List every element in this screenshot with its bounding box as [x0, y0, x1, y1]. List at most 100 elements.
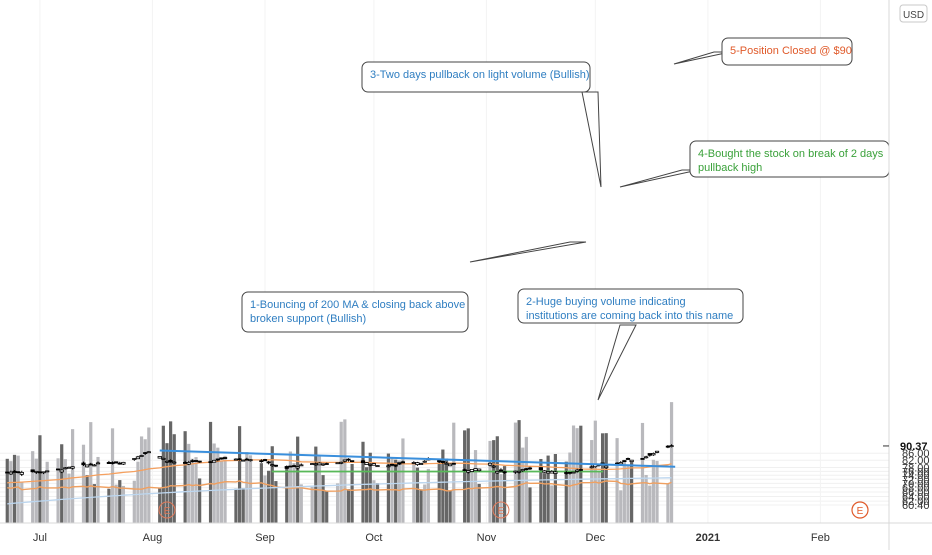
volume-bar [5, 458, 9, 523]
candle-body [360, 460, 366, 463]
volume-bar [375, 483, 380, 523]
candle-body [516, 470, 522, 473]
candle-body [538, 467, 543, 471]
last-price-label: 90.37 [900, 441, 928, 453]
x-tick-label: Feb [811, 532, 830, 544]
candle-body [117, 462, 122, 465]
y-tick-label: 78.00 [902, 463, 930, 475]
volume-bar [437, 460, 441, 523]
candle-body [339, 461, 344, 464]
candle-body [106, 461, 111, 464]
price-candles [5, 444, 674, 477]
candle-body [604, 465, 609, 469]
volume-bar [361, 441, 365, 523]
volume-bar [546, 455, 550, 523]
volume-bar [473, 450, 478, 523]
volume-bar [56, 458, 60, 523]
volume-bar [292, 463, 296, 523]
candle-body [197, 460, 202, 463]
volume-bar [16, 455, 20, 523]
support-zone [271, 470, 604, 473]
volume-bar [143, 439, 147, 523]
candle-body [5, 471, 10, 474]
volume-bar [452, 422, 456, 523]
volume-bar [89, 422, 93, 523]
candle-body [513, 470, 518, 473]
volume-ma-line [7, 480, 672, 492]
volume-bar [198, 478, 202, 523]
candle-body [571, 471, 576, 474]
candle-body [320, 463, 326, 466]
candle-body [168, 459, 173, 463]
volume-bar [368, 452, 372, 523]
volume-bar [259, 463, 263, 523]
candle-body [466, 470, 471, 473]
callout-pointer [581, 91, 602, 188]
candle-body [622, 460, 627, 463]
volume-bar [597, 470, 601, 523]
volume-bar [60, 444, 64, 523]
candle-body [589, 466, 594, 469]
volume-bar [571, 425, 576, 523]
volume-bar [386, 453, 391, 523]
volume-bar [169, 421, 173, 523]
candle-body [295, 466, 300, 469]
earnings-marker [492, 501, 510, 519]
volume-bar [626, 465, 630, 523]
y-tick-label: 76.00 [902, 466, 930, 478]
volume-bar [314, 446, 318, 523]
candle-body [415, 462, 420, 466]
volume-bar [274, 481, 278, 523]
candle-body [575, 469, 580, 472]
candle-body [12, 470, 17, 473]
volume-bar [285, 466, 289, 523]
candle-body [375, 465, 380, 467]
candle-body [542, 470, 547, 473]
annotations: 1-Bouncing of 200 MA & closing back abov… [241, 37, 890, 401]
volume-bar [648, 485, 652, 523]
candle-body [546, 471, 551, 474]
volume-bar [539, 458, 543, 523]
candle-body [208, 461, 213, 464]
earnings-marker [158, 501, 176, 519]
candle-body [498, 469, 504, 472]
candle-body [397, 462, 402, 465]
candle-body [215, 458, 220, 461]
volume-bar [132, 480, 136, 523]
candle-body [132, 458, 137, 460]
y-tick-label: 60.40 [902, 500, 930, 512]
candle-body [502, 471, 507, 474]
candle-body [629, 459, 634, 463]
volume-bar [397, 460, 401, 523]
volume-bar [299, 484, 303, 523]
y-tick-label: 82.00 [902, 455, 930, 467]
volume-bar [419, 489, 423, 523]
candle-body [451, 462, 456, 465]
callout-text: broken support (Bullish) [250, 313, 366, 325]
support-rectangle [271, 470, 604, 473]
candle-body [114, 461, 119, 464]
y-tick-label: 86.00 [902, 448, 930, 460]
volume-bar [488, 440, 492, 523]
volume-bar [394, 459, 398, 523]
candle-body [346, 458, 351, 461]
volume-bar [542, 473, 547, 523]
volume-bar [34, 458, 38, 523]
volume-bar [346, 489, 351, 523]
candle-body [222, 457, 228, 459]
volume-bar [644, 475, 648, 523]
volume-bar [463, 430, 467, 523]
volume-bar [161, 425, 165, 523]
candle-body [625, 458, 631, 460]
volume-bar [372, 480, 376, 523]
candle-body [19, 471, 24, 475]
volume-bar [71, 429, 75, 523]
y-tick-label: 74.00 [902, 470, 930, 482]
volume-bar [335, 483, 340, 523]
candle-body [469, 469, 475, 472]
candle-body [578, 469, 583, 471]
candle-body [186, 462, 191, 465]
candle-body [527, 467, 533, 470]
candle-body [34, 470, 39, 473]
candle-body [59, 469, 64, 473]
